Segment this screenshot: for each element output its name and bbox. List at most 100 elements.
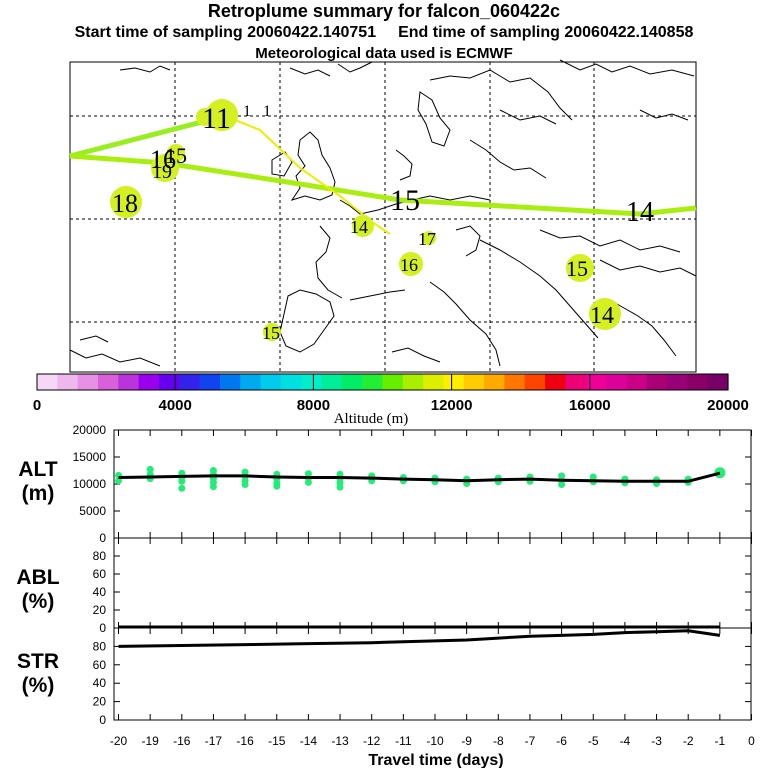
colorbar-cell xyxy=(565,374,587,390)
abl-ytick-label: 80 xyxy=(93,549,107,563)
trajectory-branch xyxy=(224,115,391,235)
x-tick-label: -8 xyxy=(493,734,504,748)
trajectory-map: 11 1 1 15 19 16 18 15 14 17 16 15 14 14 … xyxy=(69,59,697,373)
x-tick-label: -10 xyxy=(426,734,444,748)
alt-scatter-point xyxy=(241,481,249,488)
colorbar-cell xyxy=(138,374,160,390)
chart-title: Retroplume summary for falcon_060422c xyxy=(207,1,561,21)
colorbar-cell xyxy=(504,374,526,390)
sampling-time-line: Start time of sampling 20060422.140751 En… xyxy=(0,24,768,42)
map-label: 1 xyxy=(243,103,251,120)
map-label: 16 xyxy=(400,255,418,275)
x-tick-label: -4 xyxy=(620,734,631,748)
colorbar-cell xyxy=(158,374,180,390)
colorbar-cell xyxy=(199,374,221,390)
str-title: STR xyxy=(17,650,59,673)
x-tick-label: -3 xyxy=(651,734,662,748)
colorbar-cell xyxy=(382,374,404,390)
marker-day-17 xyxy=(422,231,436,245)
colorbar-cell xyxy=(707,374,729,390)
abl-ytick-label: 60 xyxy=(93,567,107,581)
marker-day-16-b xyxy=(399,252,423,276)
end-time-label: End time of sampling 20060422.140858 xyxy=(398,24,694,41)
x-tick-label: -6 xyxy=(556,734,567,748)
str-ytick-label: 40 xyxy=(93,676,107,690)
map-label: 14 xyxy=(626,197,654,228)
x-tick-label: -17 xyxy=(205,734,223,748)
colorbar-cell xyxy=(321,374,343,390)
str-ytick-label: 60 xyxy=(93,658,107,672)
str-unit: (%) xyxy=(22,674,55,697)
alt-scatter-point xyxy=(146,465,154,473)
map-label: 19 xyxy=(152,161,172,183)
colorbar-cell xyxy=(260,374,282,390)
colorbar-tick-label: 20000 xyxy=(707,397,749,414)
map-label: 15 xyxy=(390,184,420,217)
map-label: 14 xyxy=(350,217,368,237)
map-label: 15 xyxy=(165,143,187,168)
alt-scatter-point xyxy=(589,473,597,481)
trajectory-markers xyxy=(110,99,621,341)
x-tick-label: -9 xyxy=(461,734,472,748)
map-gridlines xyxy=(70,62,696,372)
colorbar-cell xyxy=(97,374,119,390)
colorbar-cell xyxy=(301,374,323,390)
colorbar-cell xyxy=(219,374,241,390)
marker-day-15-b xyxy=(566,254,594,282)
x-tick-label: -16 xyxy=(236,734,254,748)
marker-day-14-b xyxy=(589,298,621,330)
abl-ytick-label: 0 xyxy=(99,621,106,635)
colorbar-cell xyxy=(626,374,648,390)
x-tick-label: -11 xyxy=(395,734,412,748)
altitude-colorbar: 0 4000 8000 12000 16000 20000 Altitude (m) xyxy=(33,373,749,427)
colorbar-cell xyxy=(57,374,79,390)
colorbar-tick-label: 8000 xyxy=(297,397,330,414)
marker-day-11-b xyxy=(196,108,214,126)
alt-ytick-label: 5000 xyxy=(79,504,106,518)
colorbar-cell xyxy=(362,374,384,390)
x-tick-label: -7 xyxy=(525,734,536,748)
alt-scatter-point xyxy=(178,484,186,492)
marker-day-14-a xyxy=(352,215,374,237)
colorbar-tick-label: 16000 xyxy=(569,397,611,414)
colorbar-cell xyxy=(545,374,567,390)
colorbar-cell xyxy=(585,374,607,390)
alt-unit: (m) xyxy=(22,482,55,505)
colorbar-cell xyxy=(118,374,140,390)
abl-title: ABL xyxy=(16,566,59,589)
x-tick-label: -1 xyxy=(715,734,726,748)
colorbar-cell xyxy=(280,374,302,390)
alt-ytick-label: 0 xyxy=(99,531,106,545)
alt-scatter-point xyxy=(115,477,122,485)
map-label: 18 xyxy=(112,189,138,218)
marker-day-15-c xyxy=(263,323,281,341)
colorbar-cell xyxy=(77,374,99,390)
x-tick-label: -19 xyxy=(141,734,159,748)
colorbar-tick-label: 4000 xyxy=(159,397,192,414)
panels-frame xyxy=(113,429,752,721)
trajectory-labels: 11 1 1 15 19 16 18 15 14 17 16 15 14 14 … xyxy=(112,102,654,343)
x-tick-label: -15 xyxy=(268,734,286,748)
str-ytick-label: 0 xyxy=(99,713,106,727)
map-label: 17 xyxy=(418,229,436,249)
marker-day-15-a xyxy=(167,144,185,162)
alt-scatter-point xyxy=(336,483,344,491)
alt-scatter-point xyxy=(273,482,281,490)
colorbar-frame xyxy=(36,373,729,391)
marker-day-11 xyxy=(206,99,238,131)
alt-median-line xyxy=(118,471,721,483)
colorbar-cell xyxy=(646,374,668,390)
panel-titles: ALT (m) ABL (%) STR (%) Travel time (day… xyxy=(16,458,503,768)
colorbar-cell xyxy=(463,374,485,390)
map-label: 16 xyxy=(150,145,176,174)
alt-scatter-point xyxy=(558,481,566,488)
colorbar-cell xyxy=(687,374,709,390)
colorbar-label: Altitude (m) xyxy=(334,411,409,427)
coastlines xyxy=(69,59,697,367)
profile-panels: 0 5000 10000 15000 20000 0 20 40 60 80 0 20 40 60 80… xyxy=(16,423,755,768)
abl-ytick-label: 40 xyxy=(93,585,107,599)
x-tick-label: -12 xyxy=(363,734,381,748)
str-ytick-label: 80 xyxy=(93,639,107,653)
map-label: 15 xyxy=(566,256,588,281)
colorbar-cell xyxy=(37,374,58,390)
